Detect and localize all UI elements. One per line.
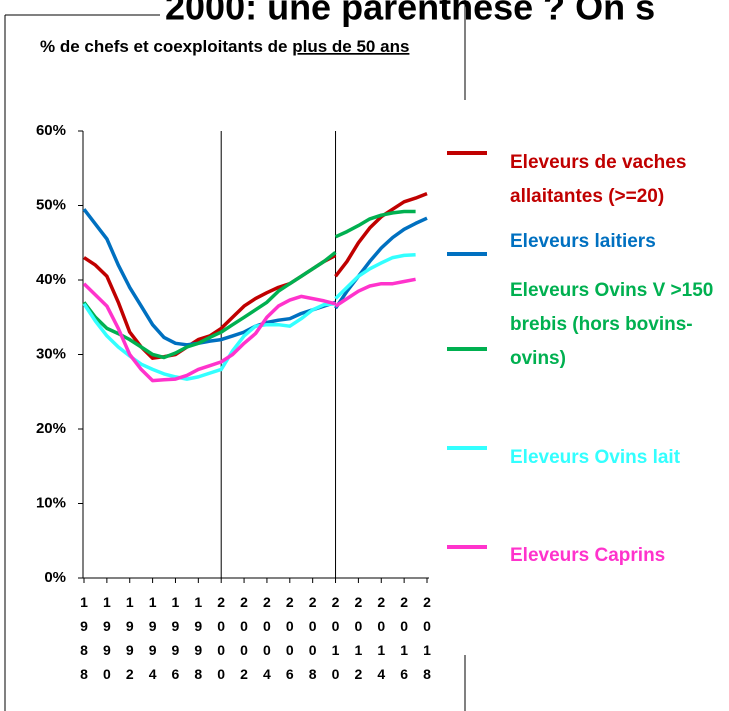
x-tick-label: 1994 [144,594,161,690]
title-underlined: plus de 50 ans [292,37,409,56]
series-line [82,208,337,347]
x-tick-label: 2006 [281,594,298,690]
legend-label: Eleveurs de vaches allaitantes (>=20) [510,152,687,207]
y-tick-label: 20% [36,420,66,437]
x-tick-label: 2000 [213,594,230,690]
x-tick-label: 2004 [258,594,275,690]
series-line [82,251,337,360]
chart-title: % de chefs et coexploitants de plus de 5… [40,37,409,56]
x-tick-label: 1988 [76,594,92,690]
x-tick-label: 1992 [121,594,138,690]
x-tick-label: 1990 [98,594,115,690]
x-tick-label: 2018 [419,594,435,690]
legend-label: Eleveurs Ovins lait [510,447,681,468]
legend-label: Eleveurs Caprins [510,545,666,566]
annotation: 2000: une parenthèse ? On s [165,0,655,28]
y-tick-label: 50% [36,196,66,213]
series-line [334,252,416,300]
x-tick-label: 2012 [350,594,367,690]
y-tick-label: 10% [36,494,66,511]
series-line [82,302,336,381]
y-tick-label: 40% [36,271,66,288]
legend-label: Eleveurs laitiers [510,231,656,252]
y-tick-label: 30% [36,345,66,362]
y-tick-label: 60% [36,122,66,139]
x-tick-label: 1998 [190,594,207,690]
x-tick-label: 1996 [167,594,184,690]
series-line [334,277,416,308]
title-part: % de chefs et coexploitants de [40,37,292,56]
series-line [334,216,428,310]
x-tick-label: 2014 [373,594,390,690]
legend-label: Eleveurs Ovins V >150 brebis (hors bovin… [510,280,714,369]
x-tick-label: 2002 [236,594,253,690]
x-tick-label: 2016 [396,594,413,690]
series-line [82,282,336,383]
x-tick-label: 2008 [304,594,321,690]
y-tick-label: 0% [44,569,66,586]
x-tick-label: 2010 [327,594,344,690]
series-line [334,209,416,239]
